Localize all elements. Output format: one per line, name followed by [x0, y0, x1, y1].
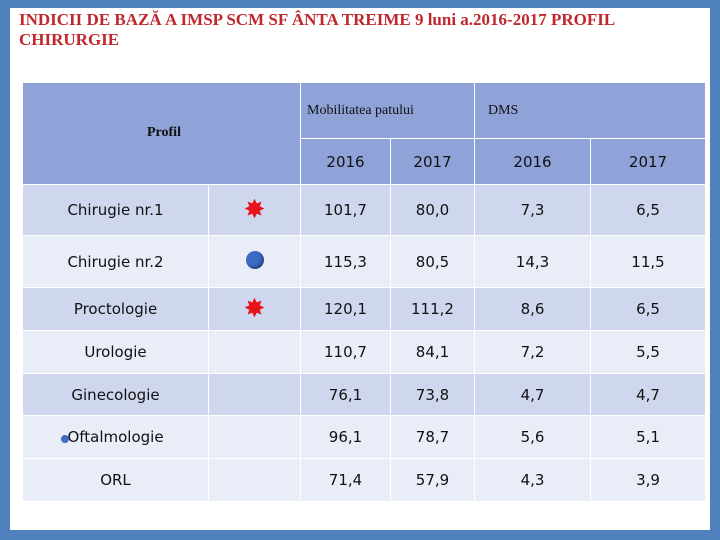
- cell-dms-2016: 7,2: [474, 330, 591, 374]
- cell-mob-2016: 120,1: [300, 287, 391, 331]
- year-header: 2017: [590, 138, 706, 185]
- cell-dms-2017: 3,9: [590, 458, 706, 502]
- header-dms-label: DMS: [488, 103, 519, 118]
- bullet-dot-icon: [61, 435, 69, 443]
- cell-dms-2016: 4,7: [474, 373, 591, 416]
- blue-dot-icon: [245, 250, 264, 269]
- table-row: Oftalmologie 96,1 78,7 5,6 5,1: [22, 415, 706, 459]
- red-star-icon: ✸: [243, 294, 266, 324]
- cell-dms-2017: 4,7: [590, 373, 706, 416]
- table-row: Chirugie nr.2 115,3 80,5 14,3 11,5: [22, 235, 706, 288]
- cell-mob-2016: 110,7: [300, 330, 391, 374]
- year-header: 2016: [474, 138, 591, 185]
- marker-cell: [208, 373, 301, 416]
- header-profil: Profil: [22, 82, 301, 185]
- marker-cell: [208, 235, 301, 288]
- marker-cell: [208, 458, 301, 502]
- profil-name: Ginecologie: [22, 373, 209, 416]
- cell-mob-2016: 71,4: [300, 458, 391, 502]
- profil-name: Chirugie nr.2: [22, 235, 209, 288]
- marker-cell: [208, 415, 301, 459]
- year-header: 2016: [300, 138, 391, 185]
- cell-dms-2016: 14,3: [474, 235, 591, 288]
- marker-cell: ✸: [208, 287, 301, 331]
- cell-dms-2016: 7,3: [474, 184, 591, 236]
- cell-dms-2016: 4,3: [474, 458, 591, 502]
- cell-mob-2017: 111,2: [390, 287, 475, 331]
- cell-dms-2017: 11,5: [590, 235, 706, 288]
- cell-dms-2016: 5,6: [474, 415, 591, 459]
- slide-title: INDICII DE BAZĂ A IMSP SCM SF ÂNTA TREIM…: [19, 10, 615, 49]
- header-mobilitate: Mobilitatea patului: [300, 82, 475, 139]
- cell-mob-2017: 80,0: [390, 184, 475, 236]
- profil-name: ORL: [22, 458, 209, 502]
- cell-mob-2016: 76,1: [300, 373, 391, 416]
- table-row: Urologie 110,7 84,1 7,2 5,5: [22, 330, 706, 374]
- header-dms: DMS: [474, 82, 706, 139]
- cell-mob-2017: 84,1: [390, 330, 475, 374]
- cell-mob-2017: 57,9: [390, 458, 475, 502]
- indicators-table: Profil Mobilitatea patului DMS 2016 2017…: [22, 82, 706, 502]
- table-row: Ginecologie 76,1 73,8 4,7 4,7: [22, 373, 706, 416]
- cell-dms-2017: 5,1: [590, 415, 706, 459]
- cell-mob-2017: 80,5: [390, 235, 475, 288]
- profil-name: Oftalmologie: [22, 415, 209, 459]
- marker-cell: [208, 330, 301, 374]
- table-row: ORL 71,4 57,9 4,3 3,9: [22, 458, 706, 502]
- cell-dms-2016: 8,6: [474, 287, 591, 331]
- header-profil-label: Profil: [147, 125, 181, 140]
- year-header: 2017: [390, 138, 475, 185]
- cell-dms-2017: 6,5: [590, 287, 706, 331]
- cell-mob-2017: 73,8: [390, 373, 475, 416]
- red-star-icon: ✸: [243, 195, 266, 225]
- cell-mob-2016: 115,3: [300, 235, 391, 288]
- profil-name: Chirugie nr.1: [22, 184, 209, 236]
- cell-mob-2016: 96,1: [300, 415, 391, 459]
- table-row: Proctologie ✸ 120,1 111,2 8,6 6,5: [22, 287, 706, 331]
- profil-name: Proctologie: [22, 287, 209, 331]
- profil-name: Urologie: [22, 330, 209, 374]
- cell-dms-2017: 5,5: [590, 330, 706, 374]
- table-row: Chirugie nr.1 ✸ 101,7 80,0 7,3 6,5: [22, 184, 706, 236]
- cell-dms-2017: 6,5: [590, 184, 706, 236]
- header-mobilitate-label: Mobilitatea patului: [307, 103, 414, 118]
- marker-cell: ✸: [208, 184, 301, 236]
- cell-mob-2017: 78,7: [390, 415, 475, 459]
- cell-mob-2016: 101,7: [300, 184, 391, 236]
